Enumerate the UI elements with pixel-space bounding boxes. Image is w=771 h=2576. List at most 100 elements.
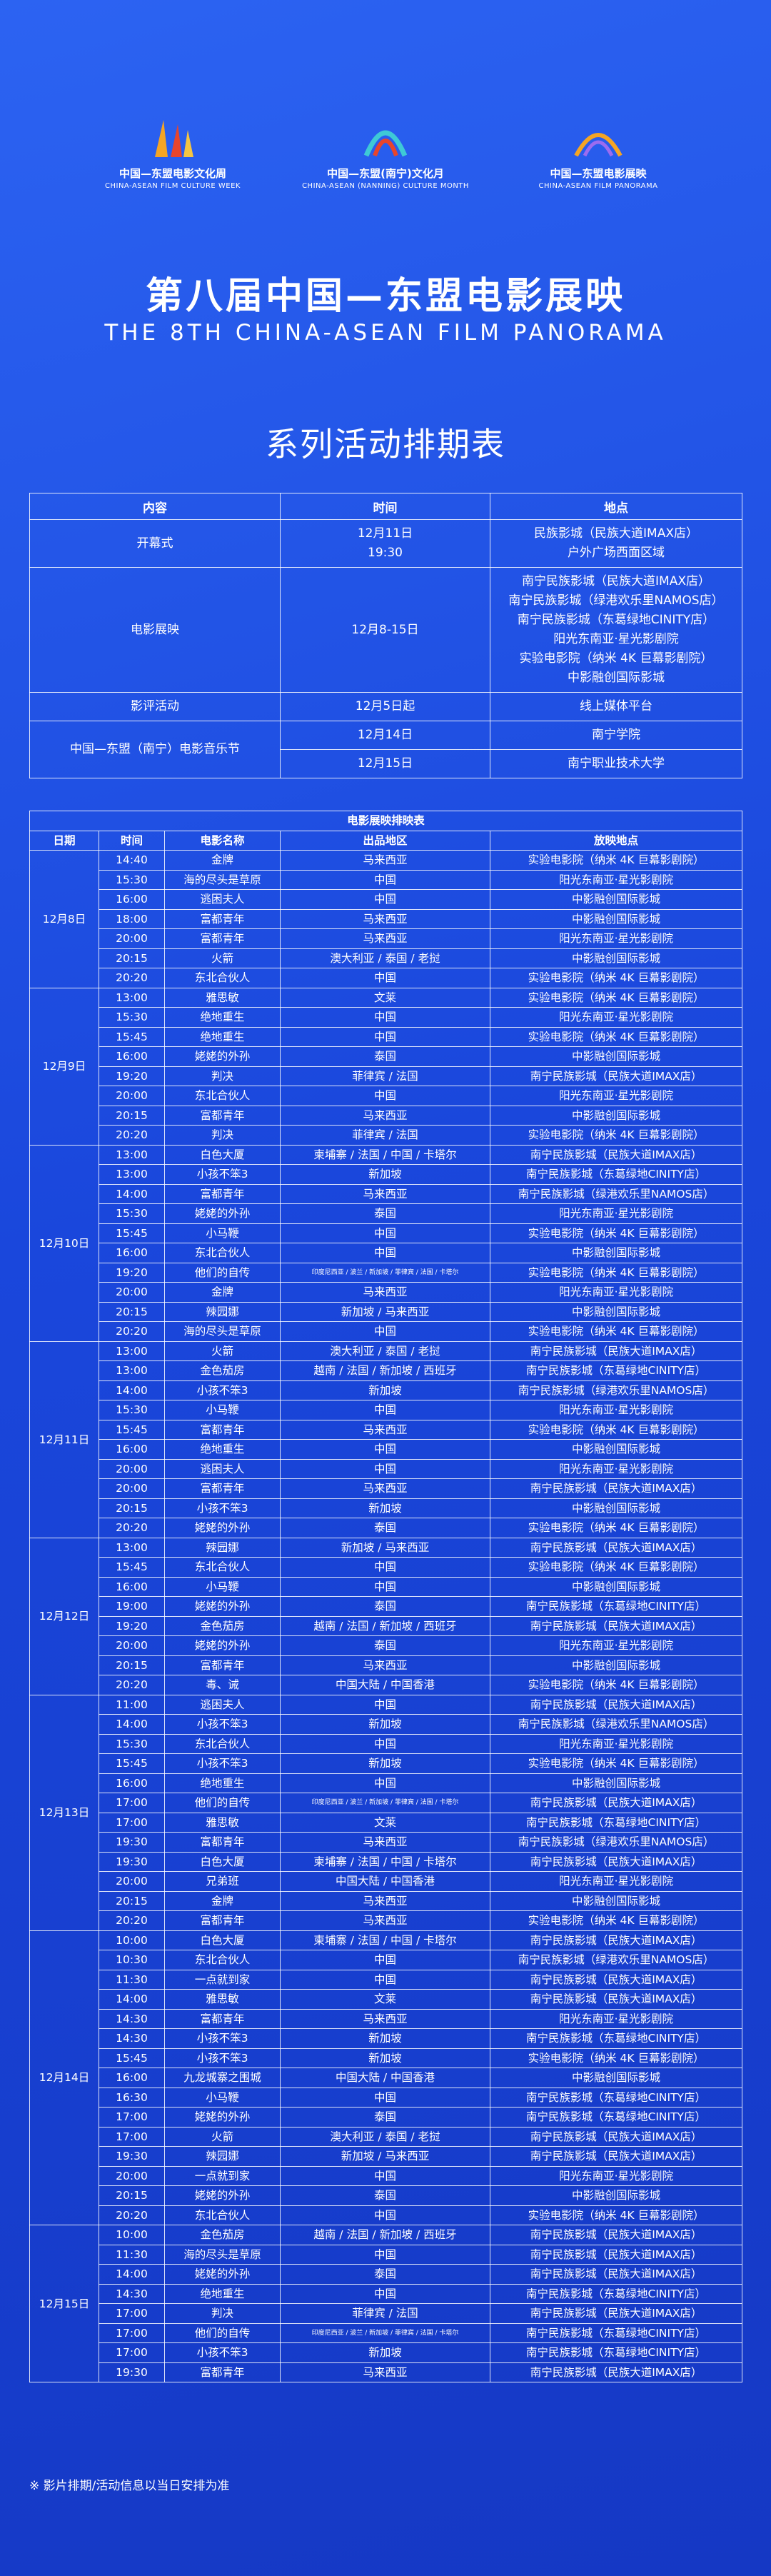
screening-row: 16:30 小马鞭 中国 南宁民族影城（东葛绿地CINITY店） [30,2087,743,2108]
film-cell: 金色茄房 [164,2225,281,2245]
region-cell: 柬埔寨 / 法国 / 中国 / 卡塔尔 [280,1144,490,1165]
time-cell: 20:20 [99,2205,165,2225]
screening-row: 15:45 富都青年 马来西亚 实验电影院（纳米 4K 巨幕影剧院） [30,1419,743,1440]
venue-cell: 中影融创国际影城 [489,1243,743,1263]
screening-row: 20:20 东北合伙人 中国 实验电影院（纳米 4K 巨幕影剧院） [30,2205,743,2225]
film-cell: 富都青年 [164,2008,281,2029]
venue-cell: 实验电影院（纳米 4K 巨幕影剧院） [489,987,743,1008]
venue-cell: 中影融创国际影城 [489,1576,743,1597]
venue-cell: 实验电影院（纳米 4K 巨幕影剧院） [489,1753,743,1774]
screening-row: 16:00 东北合伙人 中国 中影融创国际影城 [30,1243,743,1263]
venue-cell: 阳光东南亚·星光影剧院 [489,1282,743,1303]
region-cell: 中国 [280,1007,490,1028]
time-line: 12月8-15日 [351,622,419,637]
film-cell: 金牌 [164,1890,281,1911]
time-cell: 14:30 [99,2028,165,2049]
time-cell: 14:00 [99,1989,165,2010]
region-cell: 新加坡 [280,1380,490,1400]
screening-row: 20:20 海的尽头是草原 中国 实验电影院（纳米 4K 巨幕影剧院） [30,1321,743,1342]
time-cell: 14:00 [99,1714,165,1735]
film-cell: 富都青年 [164,2362,281,2382]
region-cell: 菲律宾 / 法国 [280,2303,490,2324]
screening-row: 20:15 富都青年 马来西亚 中影融创国际影城 [30,1105,743,1126]
film-cell: 毒、诫 [164,1675,281,1695]
venue-cell: 中影融创国际影城 [489,1439,743,1460]
time-cell: 18:00 [99,908,165,929]
time-cell: 10:30 [99,1950,165,1970]
time-cell: 19:20 [99,1262,165,1283]
region-cell: 中国 [280,968,490,988]
venue-cell: 南宁民族影城（东葛绿地CINITY店） [489,1164,743,1185]
venue-cell: 南宁民族影城（民族大道IMAX店） [489,1694,743,1715]
time-cell: 19:20 [99,1615,165,1636]
region-cell: 澳大利亚 / 泰国 / 老挝 [280,1340,490,1361]
region-cell: 马来西亚 [280,850,490,871]
screening-row: 15:45 东北合伙人 中国 实验电影院（纳米 4K 巨幕影剧院） [30,1557,743,1578]
header-cell: 出品地区 [280,830,490,851]
event-time: 12月8-15日 [280,567,490,693]
screening-row: 14:00 姥姥的外孙 泰国 南宁民族影城（民族大道IMAX店） [30,2264,743,2285]
film-cell: 小马鞭 [164,1223,281,1243]
time-cell: 15:30 [99,1400,165,1420]
film-cell: 姥姥的外孙 [164,2185,281,2206]
venue-cell: 阳光东南亚·星光影剧院 [489,1203,743,1224]
events-table: 内容 时间 地点 开幕式 12月11日 19:30 民族影城（民族大道IMAX店） 户外广场西… [29,493,742,778]
film-cell: 火箭 [164,2126,281,2147]
screening-row: 20:00 姥姥的外孙 泰国 阳光东南亚·星光影剧院 [30,1635,743,1656]
time-cell: 10:00 [99,1930,165,1950]
venue-cell: 南宁民族影城（东葛绿地CINITY店） [489,1812,743,1833]
region-cell: 泰国 [280,1596,490,1617]
screening-row: 14:30 绝地重生 中国 南宁民族影城（东葛绿地CINITY店） [30,2283,743,2304]
screening-row: 20:20 富都青年 马来西亚 实验电影院（纳米 4K 巨幕影剧院） [30,1910,743,1931]
venue-cell: 南宁民族影城（绿港欢乐里NAMOS店） [489,1183,743,1204]
logo-icon [155,120,193,157]
screening-row: 14:00 雅思敏 文莱 南宁民族影城（民族大道IMAX店） [30,1989,743,2010]
film-cell: 姥姥的外孙 [164,1046,281,1067]
venue-cell: 实验电影院（纳米 4K 巨幕影剧院） [489,1518,743,1538]
region-cell: 柬埔寨 / 法国 / 中国 / 卡塔尔 [280,1851,490,1872]
region-cell: 中国 [280,1950,490,1970]
region-cell: 中国 [280,1026,490,1047]
region-cell: 越南 / 法国 / 新加坡 / 西班牙 [280,1360,490,1381]
time-cell: 20:15 [99,2185,165,2206]
venue-cell: 中影融创国际影城 [489,1655,743,1675]
film-cell: 东北合伙人 [164,1086,281,1106]
film-cell: 富都青年 [164,928,281,949]
screening-row: 10:30 东北合伙人 中国 南宁民族影城（绿港欢乐里NAMOS店） [30,1950,743,1970]
time-cell: 20:00 [99,1635,165,1656]
time-cell: 20:20 [99,1675,165,1695]
event-venue: 民族影城（民族大道IMAX店） 户外广场西面区域 [490,519,742,568]
film-cell: 白色大厦 [164,1144,281,1165]
region-cell: 新加坡 [280,2048,490,2068]
venue-cell: 阳光东南亚·星光影剧院 [489,2165,743,2186]
region-cell: 新加坡 [280,1753,490,1774]
screening-row: 14:30 小孩不笨3 新加坡 南宁民族影城（东葛绿地CINITY店） [30,2028,743,2049]
screening-row: 16:00 小马鞭 中国 中影融创国际影城 [30,1576,743,1597]
time-cell: 14:00 [99,1183,165,1204]
film-cell: 姥姥的外孙 [164,1518,281,1538]
header-cell: 时间 [280,493,490,520]
region-cell: 中国 [280,1400,490,1420]
film-cell: 辣园娜 [164,1537,281,1558]
venue-cell: 南宁民族影城（民族大道IMAX店） [489,1793,743,1813]
header-cell: 电影名称 [164,830,281,851]
film-cell: 小孩不笨3 [164,1753,281,1774]
region-cell: 马来西亚 [280,1655,490,1675]
film-cell: 小孩不笨3 [164,1714,281,1735]
screening-row: 15:30 小马鞭 中国 阳光东南亚·星光影剧院 [30,1400,743,1420]
venue-cell: 南宁民族影城（民族大道IMAX店） [489,1930,743,1950]
film-cell: 他们的自传 [164,2322,281,2343]
time-cell: 14:30 [99,2008,165,2029]
screening-row: 20:15 姥姥的外孙 泰国 中影融创国际影城 [30,2185,743,2206]
venue-cell: 实验电影院（纳米 4K 巨幕影剧院） [489,1557,743,1578]
film-cell: 小孩不笨3 [164,1380,281,1400]
time-cell: 11:30 [99,2244,165,2265]
event-row: 12月15日 南宁职业技术大学 [30,749,742,778]
event-venue: 南宁职业技术大学 [490,749,742,778]
time-cell: 10:00 [99,2225,165,2245]
screening-row: 17:00 火箭 澳大利亚 / 泰国 / 老挝 南宁民族影城（民族大道IMAX店） [30,2126,743,2147]
event-row: 开幕式 12月11日 19:30 民族影城（民族大道IMAX店） 户外广场西面区域 [29,519,742,568]
film-cell: 他们的自传 [164,1793,281,1813]
venue-line: 民族影城（民族大道IMAX店） [534,526,698,541]
